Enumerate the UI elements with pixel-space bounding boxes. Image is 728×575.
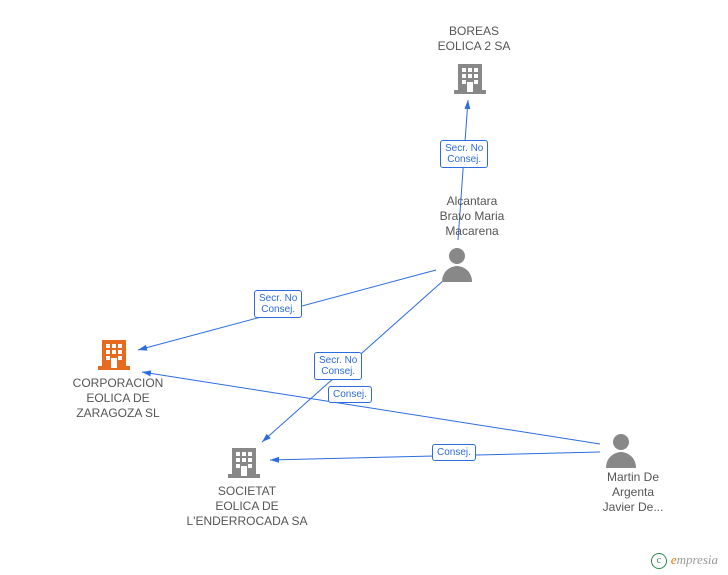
edge-label-alcantara-societat: Secr. No Consej. [314,352,362,380]
building-icon-corporacion[interactable] [96,336,132,377]
edge-label-alcantara-corporacion: Secr. No Consej. [254,290,302,318]
edge-martin-corporacion [142,372,600,444]
watermark: cempresia [651,552,718,569]
building-icon-boreas[interactable] [452,60,488,101]
person-icon-alcantara[interactable] [440,246,474,287]
node-label-corporacion[interactable]: CORPORACION EOLICA DE ZARAGOZA SL [58,376,178,421]
node-label-martin[interactable]: Martin De Argenta Javier De... [588,470,678,515]
building-icon-societat[interactable] [226,444,262,485]
edge-label-martin-societat: Consej. [432,444,476,461]
node-label-alcantara[interactable]: Alcantara Bravo Maria Macarena [422,194,522,239]
node-label-societat[interactable]: SOCIETAT EOLICA DE L'ENDERROCADA SA [172,484,322,529]
watermark-text: mpresia [677,552,718,567]
node-label-boreas[interactable]: BOREAS EOLICA 2 SA [424,24,524,54]
edge-label-alcantara-boreas: Secr. No Consej. [440,140,488,168]
person-icon-martin[interactable] [604,432,638,473]
edge-label-martin-corporacion: Consej. [328,386,372,403]
copyright-icon: c [651,553,667,569]
